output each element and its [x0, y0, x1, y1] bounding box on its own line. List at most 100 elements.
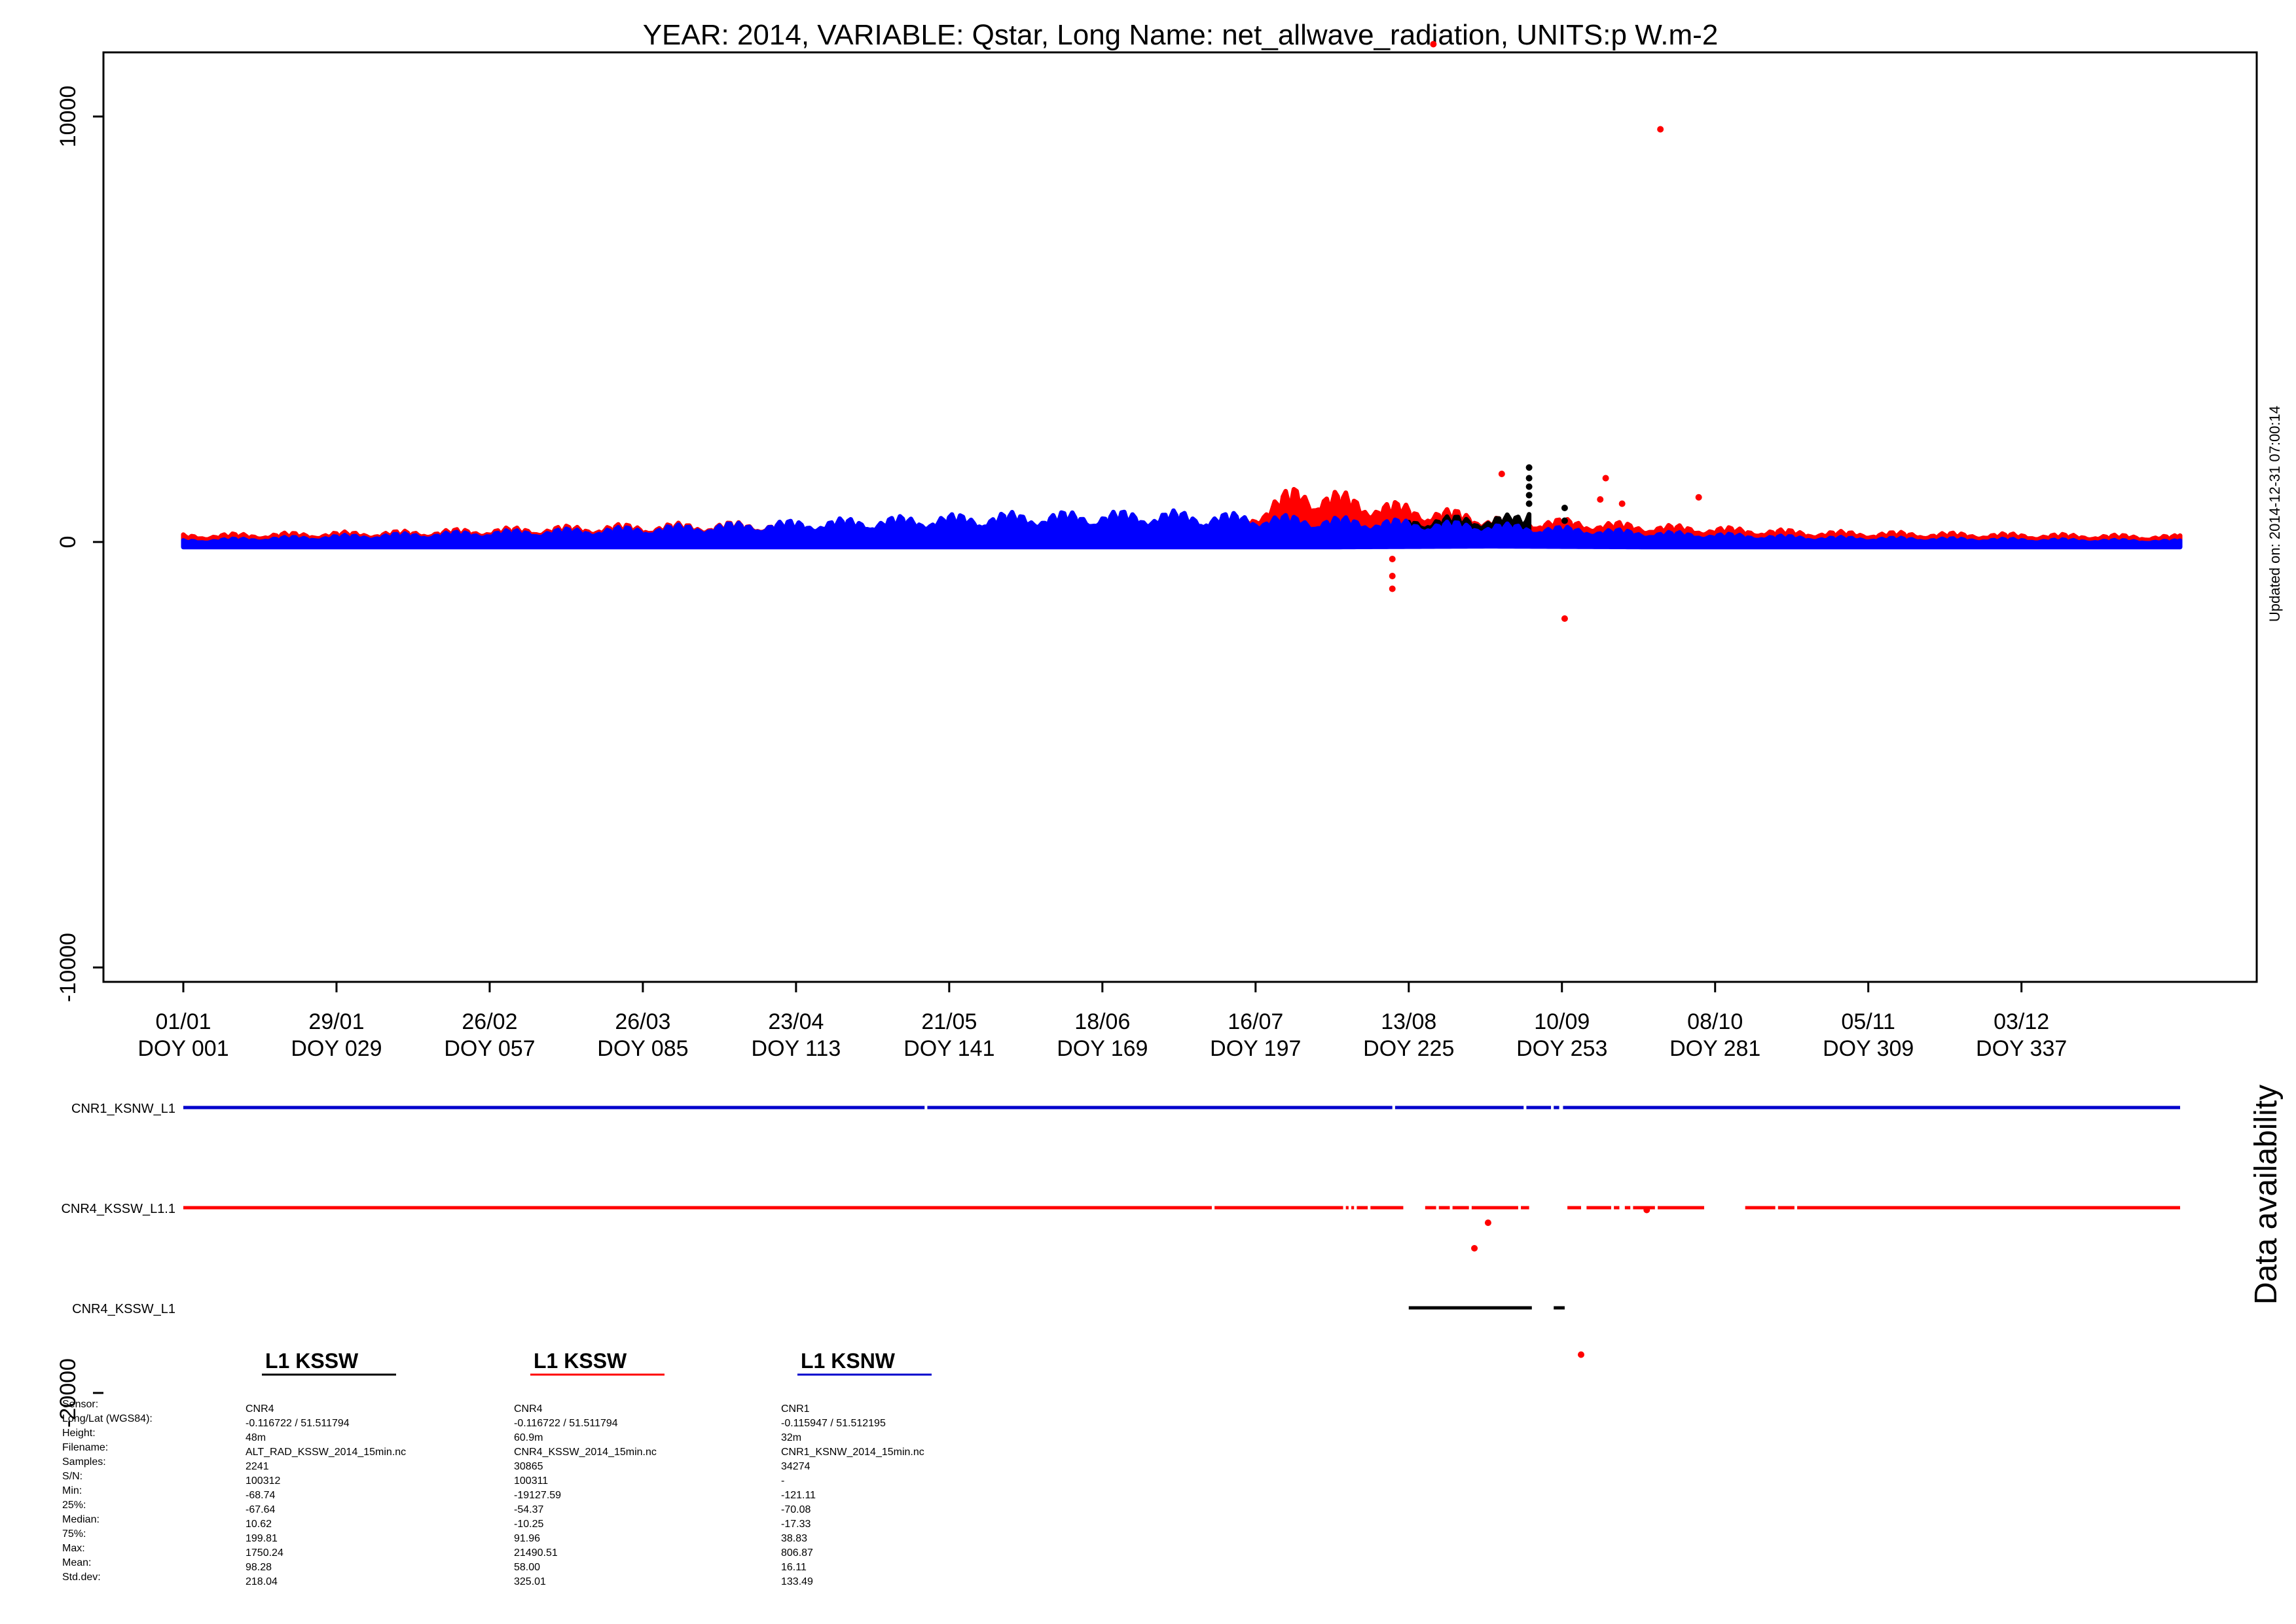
info-row-label: Sensor: [62, 1399, 98, 1410]
x-tick-label-doy: DOY 029 [291, 1036, 382, 1061]
info-cell: 91.96 [514, 1533, 540, 1544]
plot-frame [102, 51, 2258, 983]
availability-label-cnr4-kssw-l1: CNR4_KSSW_L1 [72, 1302, 175, 1316]
y-tick-label: 10000 [56, 86, 81, 148]
availability-label-cnr4-kssw-l1-1: CNR4_KSSW_L1.1 [61, 1202, 175, 1216]
data-point [1471, 1245, 1478, 1252]
data-point [1602, 475, 1609, 482]
x-tick-label-date: 10/09 [1534, 1009, 1590, 1034]
x-tick-label-doy: DOY 253 [1516, 1036, 1607, 1061]
data-point [1525, 483, 1533, 490]
info-table: Sensor: Long/Lat (WGS84): Height: Filename:… [62, 1349, 932, 1587]
data-point [1618, 500, 1626, 507]
updated-label: Updated on: 2014-12-31 07:00:14 [2267, 406, 2283, 622]
data-point [1597, 496, 1604, 503]
data-point [1389, 585, 1396, 592]
info-cell: 60.9m [514, 1432, 543, 1443]
info-column-header: L1 KSNW [801, 1349, 896, 1373]
series-layer [181, 41, 2183, 1358]
x-tick-label-doy: DOY 141 [903, 1036, 994, 1061]
x-tick-label-doy: DOY 057 [444, 1036, 535, 1061]
x-tick-label-doy: DOY 225 [1363, 1036, 1454, 1061]
x-tick-label-date: 05/11 [1841, 1009, 1895, 1034]
info-row-label: Min: [62, 1485, 82, 1496]
info-row-label: Std.dev: [62, 1572, 101, 1583]
info-cell: 133.49 [781, 1576, 813, 1587]
availability-layer: CNR1_KSNW_L1 CNR4_KSSW_L1.1 CNR4_KSSW_L1 [61, 1102, 2180, 1316]
x-tick-label-date: 01/01 [155, 1009, 211, 1034]
x-tick-label-date: 26/02 [462, 1009, 517, 1034]
x-tick-label-doy: DOY 309 [1823, 1036, 1914, 1061]
info-cell: ALT_RAD_KSSW_2014_15min.nc [246, 1447, 406, 1458]
info-cell: -67.64 [246, 1504, 275, 1515]
data-point [1389, 573, 1396, 579]
info-cell: -54.37 [514, 1504, 543, 1515]
data-point [1657, 126, 1664, 133]
x-tick-label-date: 23/04 [768, 1009, 824, 1034]
info-cell: 32m [781, 1432, 801, 1443]
x-tick-label-date: 29/01 [308, 1009, 364, 1034]
info-cell: 30865 [514, 1461, 543, 1472]
info-cell: 325.01 [514, 1576, 546, 1587]
availability-title: Data availability [2249, 1085, 2284, 1305]
x-tick-label-date: 08/10 [1687, 1009, 1743, 1034]
info-cell: - [781, 1475, 784, 1487]
info-row-label: Mean: [62, 1557, 91, 1568]
data-point [1484, 1219, 1491, 1226]
series-band-cnr1-ksnw-l1 [181, 508, 2183, 550]
info-cell: -121.11 [781, 1490, 816, 1501]
series-cnr1-ksnw-l1 [181, 508, 2183, 550]
info-row-label: Samples: [62, 1456, 106, 1468]
info-cell: -10.25 [514, 1519, 543, 1530]
x-tick-label-date: 16/07 [1228, 1009, 1283, 1034]
info-column-header: L1 KSSW [265, 1349, 359, 1373]
info-cell: CNR4 [246, 1403, 274, 1415]
info-cell: 100311 [514, 1475, 548, 1487]
data-point [1695, 494, 1702, 501]
info-row-label: Median: [62, 1514, 100, 1525]
y-tick-label: -20000 [56, 1358, 81, 1428]
data-point [1525, 492, 1533, 499]
info-cell: -17.33 [781, 1519, 811, 1530]
data-point [1525, 475, 1533, 482]
info-cell: -19127.59 [514, 1490, 561, 1501]
info-row-label: S/N: [62, 1471, 82, 1482]
data-point [1430, 41, 1437, 48]
info-cell: 98.28 [246, 1562, 272, 1573]
info-cell: CNR1_KSNW_2014_15min.nc [781, 1447, 924, 1458]
info-cell: 16.11 [781, 1562, 807, 1573]
data-point [1525, 464, 1533, 471]
data-point [1578, 1351, 1584, 1358]
data-point [1561, 505, 1568, 511]
info-cell: -0.116722 / 51.511794 [514, 1418, 618, 1429]
info-cell: CNR4_KSSW_2014_15min.nc [514, 1447, 657, 1458]
data-point [1389, 556, 1396, 562]
data-point [1561, 517, 1568, 524]
x-tick-label-date: 13/08 [1381, 1009, 1436, 1034]
info-row-label: 25%: [62, 1500, 86, 1511]
info-cell: 1750.24 [246, 1547, 283, 1559]
info-row-label: Max: [62, 1543, 85, 1554]
y-tick-label: -10000 [56, 933, 81, 1002]
x-tick-label-doy: DOY 001 [137, 1036, 228, 1061]
info-cell: 48m [246, 1432, 266, 1443]
chart-title: YEAR: 2014, VARIABLE: Qstar, Long Name: … [643, 19, 1719, 51]
info-row-label: Filename: [62, 1442, 108, 1453]
info-cell: -0.115947 / 51.512195 [781, 1418, 886, 1429]
x-tick-label-doy: DOY 113 [752, 1036, 841, 1061]
x-tick-label-doy: DOY 169 [1057, 1036, 1148, 1061]
data-point [1498, 471, 1505, 477]
x-tick-label-date: 26/03 [615, 1009, 670, 1034]
info-cell: 100312 [246, 1475, 280, 1487]
info-cell: -0.116722 / 51.511794 [246, 1418, 350, 1429]
x-tick-label-doy: DOY 197 [1210, 1036, 1301, 1061]
info-cell: -68.74 [246, 1490, 275, 1501]
info-cell: 34274 [781, 1461, 811, 1472]
y-tick-label: 0 [56, 536, 81, 549]
info-column-header: L1 KSSW [534, 1349, 627, 1373]
info-cell: 10.62 [246, 1519, 272, 1530]
x-tick-label-date: 18/06 [1074, 1009, 1130, 1034]
series-cnr4-kssw-l1-1 [181, 41, 2183, 1358]
x-tick-label-date: 03/12 [1994, 1009, 2049, 1034]
